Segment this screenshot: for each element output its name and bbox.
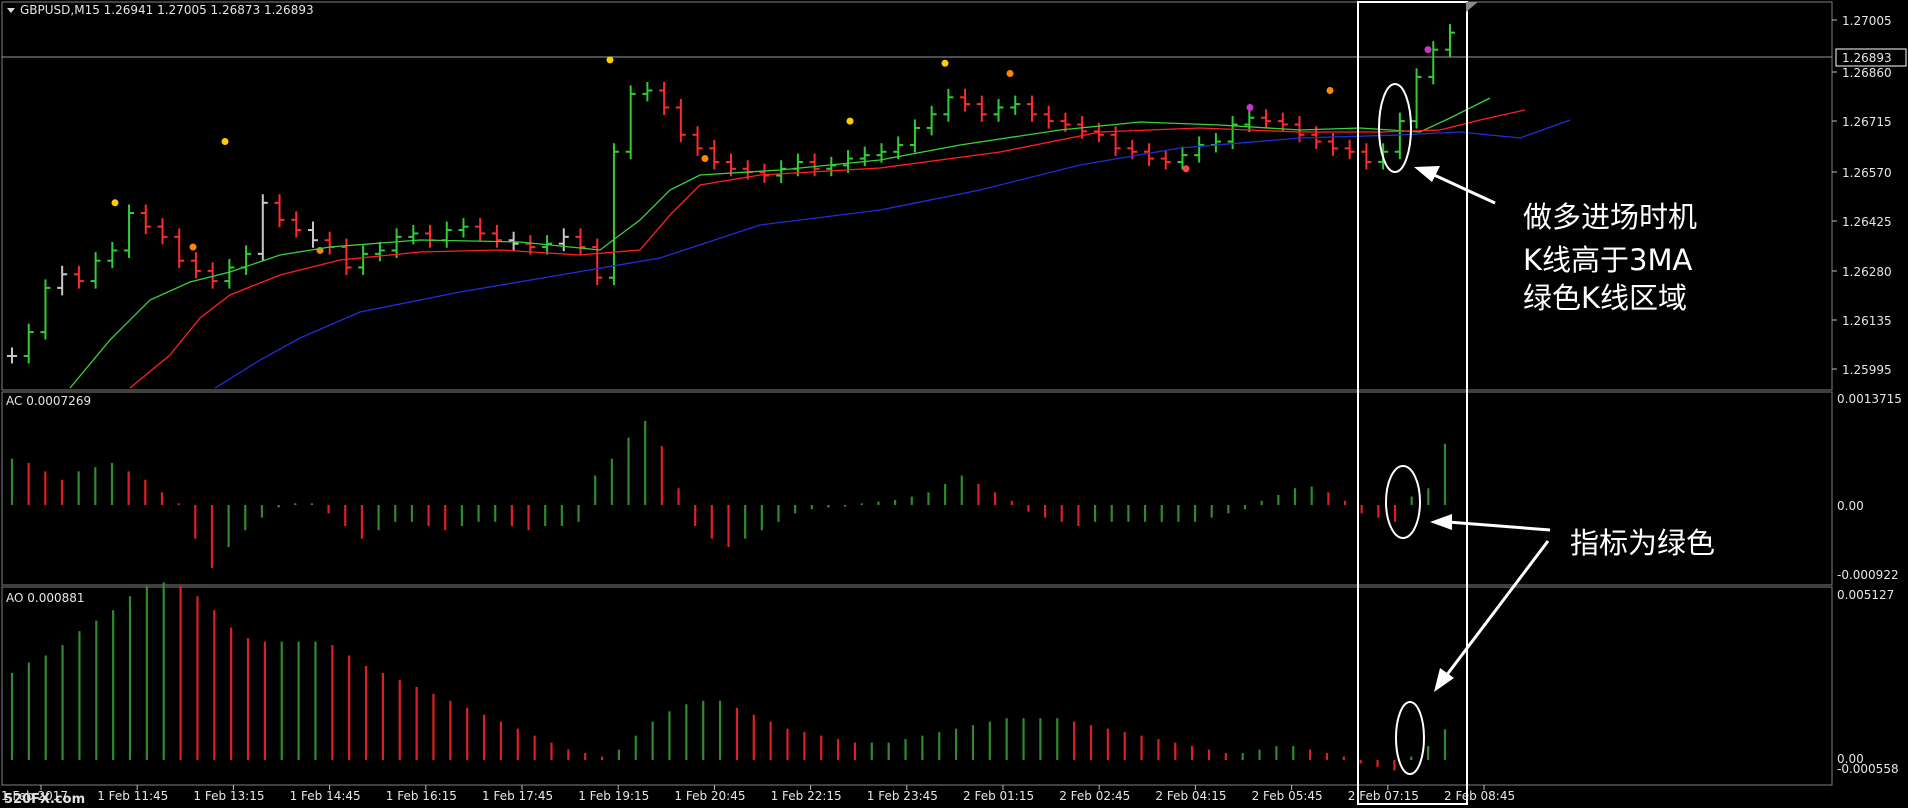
fractal-marker [701,155,709,163]
ac-axis: 0.0013715 0.00 -0.000922 [1837,392,1902,582]
time-tick-label: 1 Feb 17:45 [482,789,553,803]
time-tick-label: 1 Feb 14:45 [290,789,361,803]
fractal-marker [1246,104,1254,112]
time-tick-label: 2 Feb 08:45 [1444,789,1515,803]
time-tick-label: 1 Feb 20:45 [674,789,745,803]
ma-fast-line [69,97,1491,389]
ma-slow-line [214,119,1571,389]
price-tick-label: 1.26280 [1842,265,1892,279]
annotation-arrows [1414,166,1551,692]
fractal-marker [1182,165,1190,173]
ac-tick-label: 0.00 [1837,499,1864,513]
fractal-marker [606,56,614,64]
price-tick-label: 1.27005 [1842,14,1892,28]
time-tick-label: 2 Feb 02:45 [1059,789,1130,803]
time-tick-label: 1 Feb 2017 [1,789,68,803]
panel-frame [1,586,1833,786]
ao-tick-label: -0.000558 [1837,762,1899,776]
price-tick-label: 1.25995 [1842,363,1892,377]
ao-tick-label: 0.005127 [1837,588,1894,602]
fractal-marker [189,243,197,251]
ac-histogram [10,420,1447,569]
fractal-marker [1326,86,1334,94]
chevron-down-icon[interactable] [7,8,15,13]
price-tick-label: 1.26860 [1842,66,1892,80]
time-tick-label: 2 Feb 07:15 [1348,789,1419,803]
ao-tick-label: 0.00 [1837,752,1864,766]
entry-zone-rectangle [1357,1,1468,805]
moving-averages [69,97,1571,389]
entry-note-line1: 做多进场时机 [1523,200,1697,234]
time-tick-label: 2 Feb 04:15 [1155,789,1226,803]
price-ellipse [1378,83,1412,173]
panel-frame [1,1,1833,391]
ao-label: AO 0.000881 [6,591,85,605]
fractal-marker [221,138,229,146]
price-tick-label: 1.26425 [1842,215,1892,229]
current-price-box [1835,48,1907,67]
fractal-marker [111,199,119,207]
time-tick-label: 2 Feb 01:15 [963,789,1034,803]
panel-frame [1,391,1833,586]
fractal-marker [1006,69,1014,77]
fractal-marker [1424,46,1432,54]
time-tick-label: 1 Feb 13:15 [193,789,264,803]
watermark-logo: 520FX.com [4,792,85,807]
time-axis: 1 Feb 2017 1 Feb 11:45 1 Feb 13:15 1 Feb 14… [1,785,1515,803]
ao-axis: 0.005127 0.00-0.000558 [1837,588,1899,776]
scroll-marker-icon [1466,2,1478,12]
time-tick-label: 1 Feb 19:15 [578,789,649,803]
price-axis: 1.27005 1.26860 1.26715 1.26570 1.26425 1.262… [1832,14,1892,377]
ac-label: AC 0.0007269 [6,394,91,408]
fractal-marker [941,59,949,67]
ac-tick-label: 0.0013715 [1837,392,1902,406]
ao-histogram [10,582,1447,771]
ma-mid-line [129,109,1526,389]
indicator-note: 指标为绿色 [1570,526,1715,560]
time-tick-label: 2 Feb 05:45 [1252,789,1323,803]
fractal-marker [846,117,854,125]
panel-frames [1,1,1833,786]
entry-note-line2: K线高于3MA [1523,243,1692,277]
chart-title: GBPUSD,M15 1.26941 1.27005 1.26873 1.268… [20,3,314,17]
entry-note-line3: 绿色K线区域 [1523,281,1687,315]
ac-tick-label: -0.000922 [1837,568,1899,582]
ac-ellipse [1385,465,1421,539]
time-tick-label: 1 Feb 16:15 [386,789,457,803]
price-tick-label: 1.26135 [1842,314,1892,328]
price-bars [7,24,1455,364]
current-price-label: 1.26893 [1842,51,1892,65]
time-tick-label: 1 Feb 22:15 [771,789,842,803]
time-tick-label: 1 Feb 11:45 [97,789,168,803]
time-tick-label: 1 Feb 23:45 [867,789,938,803]
price-tick-label: 1.26715 [1842,115,1892,129]
ao-ellipse [1395,701,1425,775]
price-tick-label: 1.26570 [1842,166,1892,180]
